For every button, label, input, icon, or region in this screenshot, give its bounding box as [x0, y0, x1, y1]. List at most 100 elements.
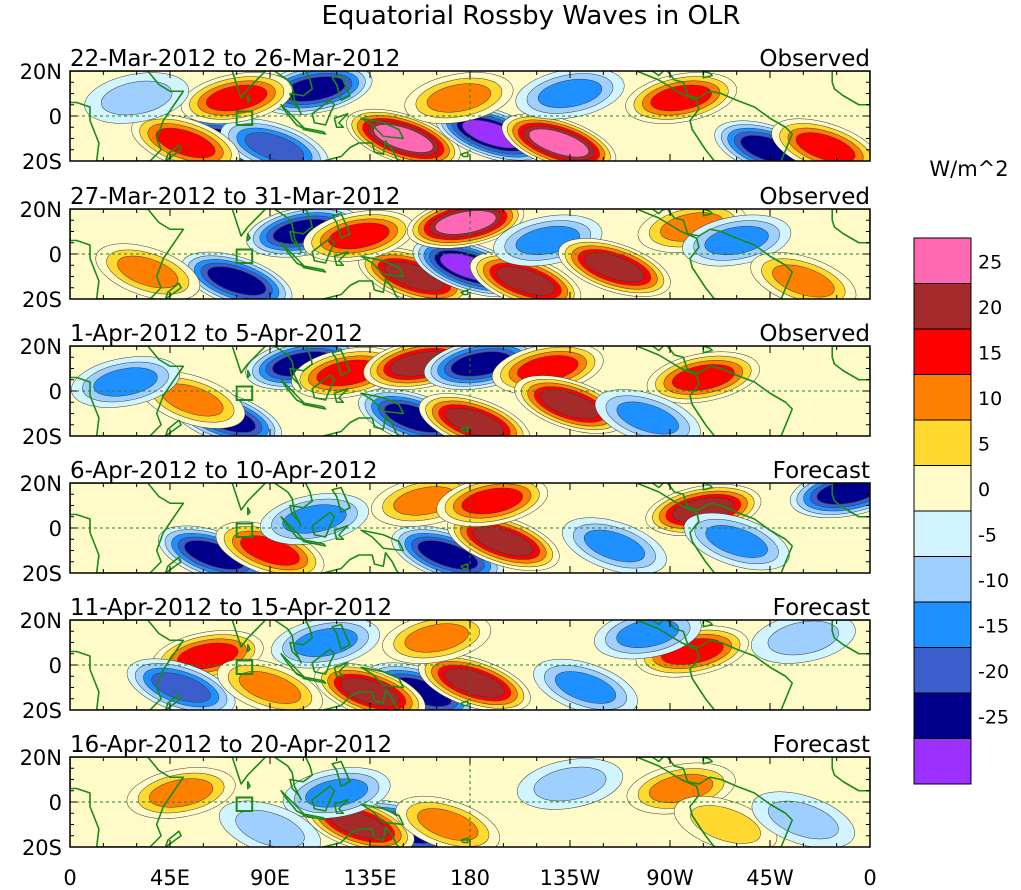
tick-marks [69, 345, 871, 437]
coastline [460, 700, 469, 707]
x-tick-label: 180 [450, 866, 490, 890]
y-tick-label: 0 [49, 105, 62, 129]
coastline [70, 757, 185, 847]
panel-status: Observed [759, 321, 870, 347]
anomaly-blob [84, 72, 190, 124]
reference-box [235, 248, 254, 264]
coastline [302, 127, 327, 135]
coastline [246, 369, 251, 379]
coastline [273, 620, 314, 664]
colorbar-swatch [913, 374, 972, 421]
tick-marks [69, 482, 871, 574]
x-tick-label: 135W [540, 866, 601, 890]
anomaly-blob [750, 252, 857, 299]
panel-date-range: 6-Apr-2012 to 10-Apr-2012 [70, 458, 378, 484]
colorbar-tick-label: -5 [978, 525, 997, 547]
colorbar-tick-label: 25 [978, 252, 1002, 274]
contour-level [705, 525, 768, 558]
contour-level [305, 778, 369, 808]
tick-marks [69, 70, 871, 162]
anomaly-blob [750, 620, 856, 664]
contour-level [151, 672, 211, 703]
y-tick-label: 0 [49, 654, 62, 678]
anomaly-blob [533, 658, 638, 710]
anomaly-blob [562, 517, 667, 573]
colorbar-swatch [913, 283, 972, 330]
contour-level [795, 132, 856, 161]
anomaly-blob [594, 389, 701, 436]
colorbar-swatch [913, 738, 972, 785]
field-anomalies [126, 620, 856, 710]
coastlines [70, 209, 870, 299]
anomaly-blob [714, 120, 826, 161]
anomaly-blob [391, 525, 505, 573]
anomaly-blob [180, 72, 293, 124]
coastline [70, 483, 185, 573]
y-tick-label: 20S [22, 699, 62, 723]
field-anomalies [158, 483, 870, 573]
anomaly-blob [404, 72, 514, 124]
contour-level [537, 78, 603, 109]
anomaly-blob [625, 72, 737, 124]
coastline [280, 789, 307, 817]
x-tick-label: 135E [343, 866, 396, 890]
anomaly-blob [126, 658, 236, 710]
field-anomalies [126, 758, 856, 847]
anomaly-blob [95, 243, 201, 299]
y-tick-label: 20N [20, 60, 62, 84]
panel-4: 20N 0 20S 6-Apr-2012 to 10-Apr-2012 Forecast [20, 458, 871, 586]
anomaly-blob [751, 791, 856, 847]
coastline [360, 117, 405, 140]
y-tick-label: 20S [22, 150, 62, 174]
contour-level [404, 623, 469, 653]
panel-date-range: 27-Mar-2012 to 31-Mar-2012 [70, 184, 400, 210]
coastline [460, 151, 469, 158]
colorbar-swatch [913, 556, 972, 603]
reference-box [235, 796, 254, 812]
coastline [333, 798, 349, 815]
anomaly-blob [515, 71, 625, 120]
coastline [635, 757, 794, 847]
coastline [70, 346, 185, 436]
panel-date-range: 16-Apr-2012 to 20-Apr-2012 [70, 732, 392, 758]
coastline [164, 144, 182, 161]
contour-level [583, 529, 645, 563]
coastline [360, 803, 405, 826]
coastline [311, 785, 336, 812]
contour-level [461, 487, 523, 515]
coastline [331, 74, 351, 102]
x-tick-label: 90W [646, 866, 694, 890]
contour-level [417, 808, 479, 841]
coastline [164, 282, 182, 299]
anomaly-blob [126, 767, 236, 819]
anomaly-blob [436, 483, 549, 527]
panel-date-range: 1-Apr-2012 to 5-Apr-2012 [70, 321, 363, 347]
contour-level [768, 800, 839, 840]
coastline [280, 652, 307, 680]
coastline [302, 676, 327, 684]
coastline [164, 419, 182, 436]
panel-date-range: 11-Apr-2012 to 15-Apr-2012 [70, 595, 392, 621]
anomaly-blob [406, 209, 525, 249]
panel-1: 20N 0 20S 22-Mar-2012 to 26-Mar-2012 Observe… [20, 46, 871, 174]
y-tick-label: 20S [22, 836, 62, 860]
coastlines [70, 346, 870, 436]
colorbar-tick-label: -15 [978, 616, 1009, 638]
coastlines [70, 757, 870, 847]
y-tick-label: 20S [22, 562, 62, 586]
coastline [460, 837, 469, 844]
panel-status: Observed [759, 46, 870, 72]
contour-level [117, 255, 179, 289]
y-tick-label: 20S [22, 288, 62, 312]
coastline [70, 71, 185, 161]
contour-level [235, 809, 305, 847]
y-tick-label: 20N [20, 335, 62, 359]
coastline [273, 757, 314, 801]
coastline [280, 103, 307, 131]
contour-level [528, 128, 589, 158]
coastline [302, 539, 327, 547]
contour-level [616, 401, 679, 435]
panel-status: Forecast [773, 732, 870, 758]
coastline [246, 780, 251, 790]
contour-level [444, 668, 505, 698]
